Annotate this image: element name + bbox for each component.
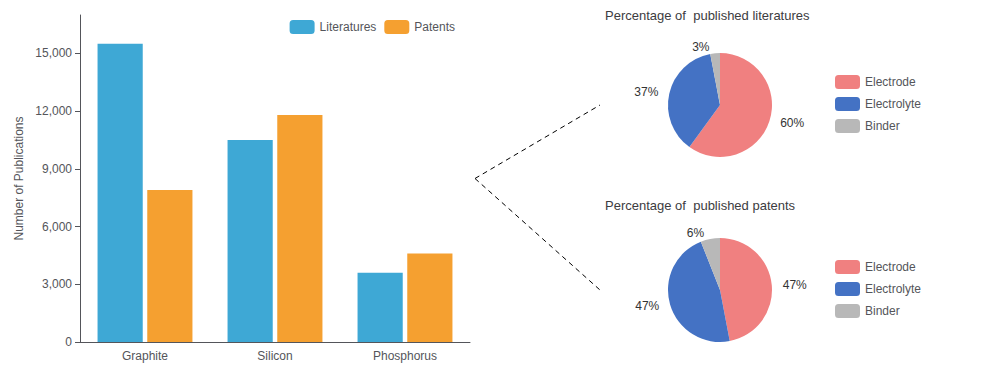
svg-text:Percentage of published liter: Percentage of published literatures — [605, 8, 810, 23]
svg-text:47%: 47% — [783, 278, 807, 292]
svg-text:Electrode: Electrode — [865, 75, 916, 89]
svg-text:Percentage of published paten: Percentage of published patents — [605, 198, 796, 213]
svg-text:0: 0 — [65, 335, 72, 349]
svg-text:Binder: Binder — [865, 304, 900, 318]
svg-text:Phosphorus: Phosphorus — [373, 349, 437, 363]
svg-text:Literatures: Literatures — [320, 20, 377, 34]
svg-text:37%: 37% — [634, 85, 658, 99]
svg-text:6%: 6% — [687, 226, 705, 240]
svg-text:60%: 60% — [780, 116, 804, 130]
svg-text:3,000: 3,000 — [42, 277, 72, 291]
svg-text:Graphite: Graphite — [122, 349, 168, 363]
svg-text:Number of Publications: Number of Publications — [12, 116, 26, 240]
svg-text:Electrode: Electrode — [865, 260, 916, 274]
svg-text:47%: 47% — [635, 299, 659, 313]
svg-text:Electrolyte: Electrolyte — [865, 282, 921, 296]
svg-text:Electrolyte: Electrolyte — [865, 97, 921, 111]
svg-text:15,000: 15,000 — [35, 46, 72, 60]
svg-text:9,000: 9,000 — [42, 162, 72, 176]
svg-text:3%: 3% — [692, 40, 710, 54]
svg-text:Binder: Binder — [865, 119, 900, 133]
svg-text:12,000: 12,000 — [35, 104, 72, 118]
svg-text:Patents: Patents — [414, 20, 455, 34]
svg-text:Silicon: Silicon — [257, 349, 292, 363]
svg-text:6,000: 6,000 — [42, 220, 72, 234]
